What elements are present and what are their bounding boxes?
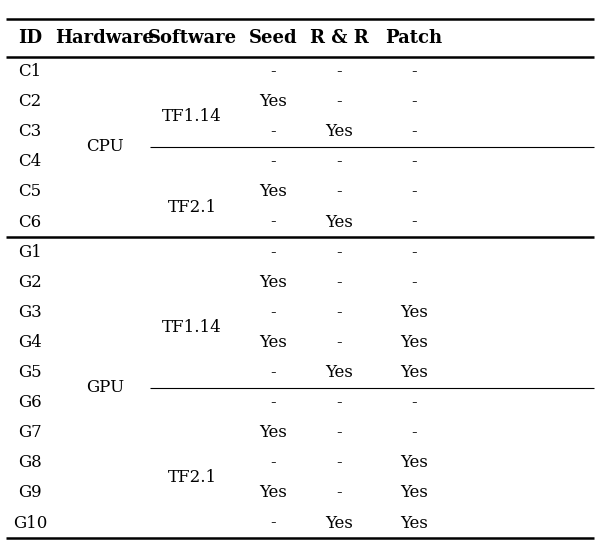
Text: Yes: Yes bbox=[325, 364, 353, 381]
Text: -: - bbox=[411, 214, 417, 231]
Text: -: - bbox=[411, 153, 417, 170]
Text: -: - bbox=[411, 93, 417, 110]
Text: -: - bbox=[336, 454, 342, 471]
Text: -: - bbox=[270, 304, 276, 321]
Text: TF2.1: TF2.1 bbox=[167, 198, 217, 215]
Text: -: - bbox=[336, 153, 342, 170]
Text: Yes: Yes bbox=[400, 515, 428, 532]
Text: C1: C1 bbox=[19, 63, 41, 80]
Text: -: - bbox=[411, 184, 417, 201]
Text: Yes: Yes bbox=[325, 123, 353, 140]
Text: G2: G2 bbox=[18, 274, 42, 291]
Text: C4: C4 bbox=[19, 153, 41, 170]
Text: -: - bbox=[336, 334, 342, 351]
Text: Yes: Yes bbox=[325, 214, 353, 231]
Text: G3: G3 bbox=[18, 304, 42, 321]
Text: Patch: Patch bbox=[385, 29, 443, 47]
Text: -: - bbox=[411, 123, 417, 140]
Text: -: - bbox=[336, 394, 342, 411]
Text: TF2.1: TF2.1 bbox=[167, 470, 217, 487]
Text: -: - bbox=[411, 394, 417, 411]
Text: G10: G10 bbox=[13, 515, 47, 532]
Text: Yes: Yes bbox=[259, 484, 287, 501]
Text: G7: G7 bbox=[18, 424, 42, 441]
Text: -: - bbox=[270, 214, 276, 231]
Text: GPU: GPU bbox=[86, 379, 124, 396]
Text: -: - bbox=[270, 244, 276, 261]
Text: C2: C2 bbox=[19, 93, 41, 110]
Text: -: - bbox=[270, 515, 276, 532]
Text: -: - bbox=[336, 304, 342, 321]
Text: -: - bbox=[270, 394, 276, 411]
Text: Yes: Yes bbox=[259, 184, 287, 201]
Text: Yes: Yes bbox=[259, 274, 287, 291]
Text: -: - bbox=[336, 274, 342, 291]
Text: Yes: Yes bbox=[325, 515, 353, 532]
Text: C6: C6 bbox=[19, 214, 41, 231]
Text: -: - bbox=[336, 424, 342, 441]
Text: G1: G1 bbox=[18, 244, 42, 261]
Text: Yes: Yes bbox=[259, 334, 287, 351]
Text: Yes: Yes bbox=[259, 424, 287, 441]
Text: -: - bbox=[336, 184, 342, 201]
Text: -: - bbox=[411, 244, 417, 261]
Text: C3: C3 bbox=[19, 123, 41, 140]
Text: -: - bbox=[411, 63, 417, 80]
Text: Yes: Yes bbox=[400, 334, 428, 351]
Text: Yes: Yes bbox=[400, 484, 428, 501]
Text: TF1.14: TF1.14 bbox=[162, 109, 222, 125]
Text: -: - bbox=[336, 93, 342, 110]
Text: Yes: Yes bbox=[400, 304, 428, 321]
Text: G8: G8 bbox=[18, 454, 42, 471]
Text: -: - bbox=[336, 484, 342, 501]
Text: -: - bbox=[270, 364, 276, 381]
Text: C5: C5 bbox=[19, 184, 41, 201]
Text: Seed: Seed bbox=[248, 29, 298, 47]
Text: -: - bbox=[336, 63, 342, 80]
Text: Software: Software bbox=[148, 29, 236, 47]
Text: Yes: Yes bbox=[259, 93, 287, 110]
Text: -: - bbox=[270, 153, 276, 170]
Text: Yes: Yes bbox=[400, 454, 428, 471]
Text: TF1.14: TF1.14 bbox=[162, 319, 222, 336]
Text: ID: ID bbox=[18, 29, 42, 47]
Text: -: - bbox=[336, 244, 342, 261]
Text: G9: G9 bbox=[18, 484, 42, 501]
Text: G4: G4 bbox=[18, 334, 42, 351]
Text: Hardware: Hardware bbox=[56, 29, 154, 47]
Text: R & R: R & R bbox=[310, 29, 368, 47]
Text: -: - bbox=[270, 63, 276, 80]
Text: G6: G6 bbox=[18, 394, 42, 411]
Text: Yes: Yes bbox=[400, 364, 428, 381]
Text: G5: G5 bbox=[18, 364, 42, 381]
Text: -: - bbox=[411, 424, 417, 441]
Text: -: - bbox=[270, 123, 276, 140]
Text: CPU: CPU bbox=[86, 138, 124, 155]
Text: -: - bbox=[270, 454, 276, 471]
Text: -: - bbox=[411, 274, 417, 291]
